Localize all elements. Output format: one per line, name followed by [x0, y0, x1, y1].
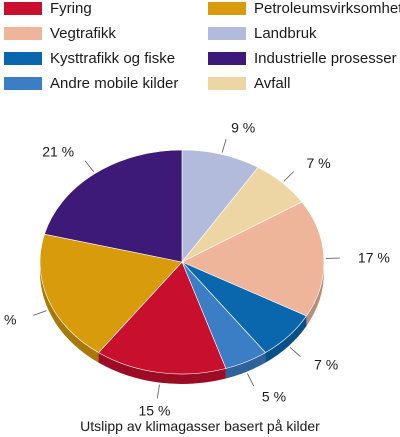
- pie-slice-label: 15 %: [139, 402, 171, 418]
- pie-slice-label: 7 %: [314, 357, 338, 373]
- pie-slice-vegtrafikk: [181, 201, 325, 317]
- legend-swatch: [4, 77, 42, 90]
- legend-swatch: [4, 27, 42, 40]
- pie-slice-side: [306, 262, 324, 326]
- legend-swatch: [208, 52, 246, 65]
- legend-item: Avfall: [208, 75, 290, 92]
- legend-item: Andre mobile kilder: [4, 75, 178, 92]
- legend-swatch: [208, 27, 246, 40]
- pie-leader-line: [289, 347, 301, 357]
- pie-slice-label: 21 %: [42, 143, 74, 159]
- legend-label: Industrielle prosesser: [254, 50, 397, 67]
- pie-slice-petroleumsvirksomhet: [39, 233, 183, 353]
- pie-slice-side: [265, 315, 307, 363]
- legend-label: Landbruk: [254, 25, 317, 42]
- legend-label: Avfall: [254, 75, 291, 92]
- legend-item: Kysttrafikk og fiske: [4, 50, 175, 67]
- chart-caption: Utslipp av klimagasser basert på kilder: [80, 418, 320, 434]
- legend-item: Industrielle prosesser: [208, 50, 397, 67]
- legend-label: Petroleumsvirksomhet: [254, 0, 400, 17]
- pie-slice-industrielle-prosesser: [44, 149, 183, 263]
- pie-slice-fyring: [98, 261, 227, 375]
- pie-side-group: [39, 262, 324, 385]
- pie-slice-landbruk: [181, 149, 259, 263]
- pie-leader-line: [247, 373, 255, 387]
- pie-slice-label: 19 %: [0, 311, 16, 327]
- legend-item: Landbruk: [208, 25, 317, 42]
- pie-leader-line: [221, 138, 227, 153]
- pie-slice-label: 17 %: [358, 250, 390, 266]
- pie-slice-side: [225, 352, 266, 379]
- legend-swatch: [208, 77, 246, 90]
- pie-slice-label: 5 %: [262, 389, 286, 405]
- pie-slice-side: [98, 352, 226, 385]
- legend-swatch: [208, 2, 246, 15]
- pie-leader-line: [283, 171, 295, 182]
- legend-label: Vegtrafikk: [50, 25, 116, 42]
- pie-slice-side: [39, 262, 99, 363]
- pie-slice-label: 9 %: [231, 120, 255, 136]
- chart-legend: Fyring Vegtrafikk Kysttrafikk og fiske Andr…: [0, 0, 400, 100]
- legend-item: Vegtrafikk: [4, 25, 116, 42]
- pie-leader-line: [33, 310, 47, 316]
- legend-item: Fyring: [4, 0, 92, 17]
- legend-label: Andre mobile kilder: [50, 75, 179, 92]
- pie-leader-line: [156, 384, 160, 399]
- legend-label: Fyring: [50, 0, 92, 17]
- pie-leader-line: [84, 160, 95, 173]
- legend-swatch: [4, 52, 42, 65]
- legend-swatch: [4, 2, 42, 15]
- legend-item: Petroleumsvirksomhet: [208, 0, 400, 17]
- pie-slice-label: 7 %: [306, 155, 330, 171]
- legend-label: Kysttrafikk og fiske: [50, 50, 176, 67]
